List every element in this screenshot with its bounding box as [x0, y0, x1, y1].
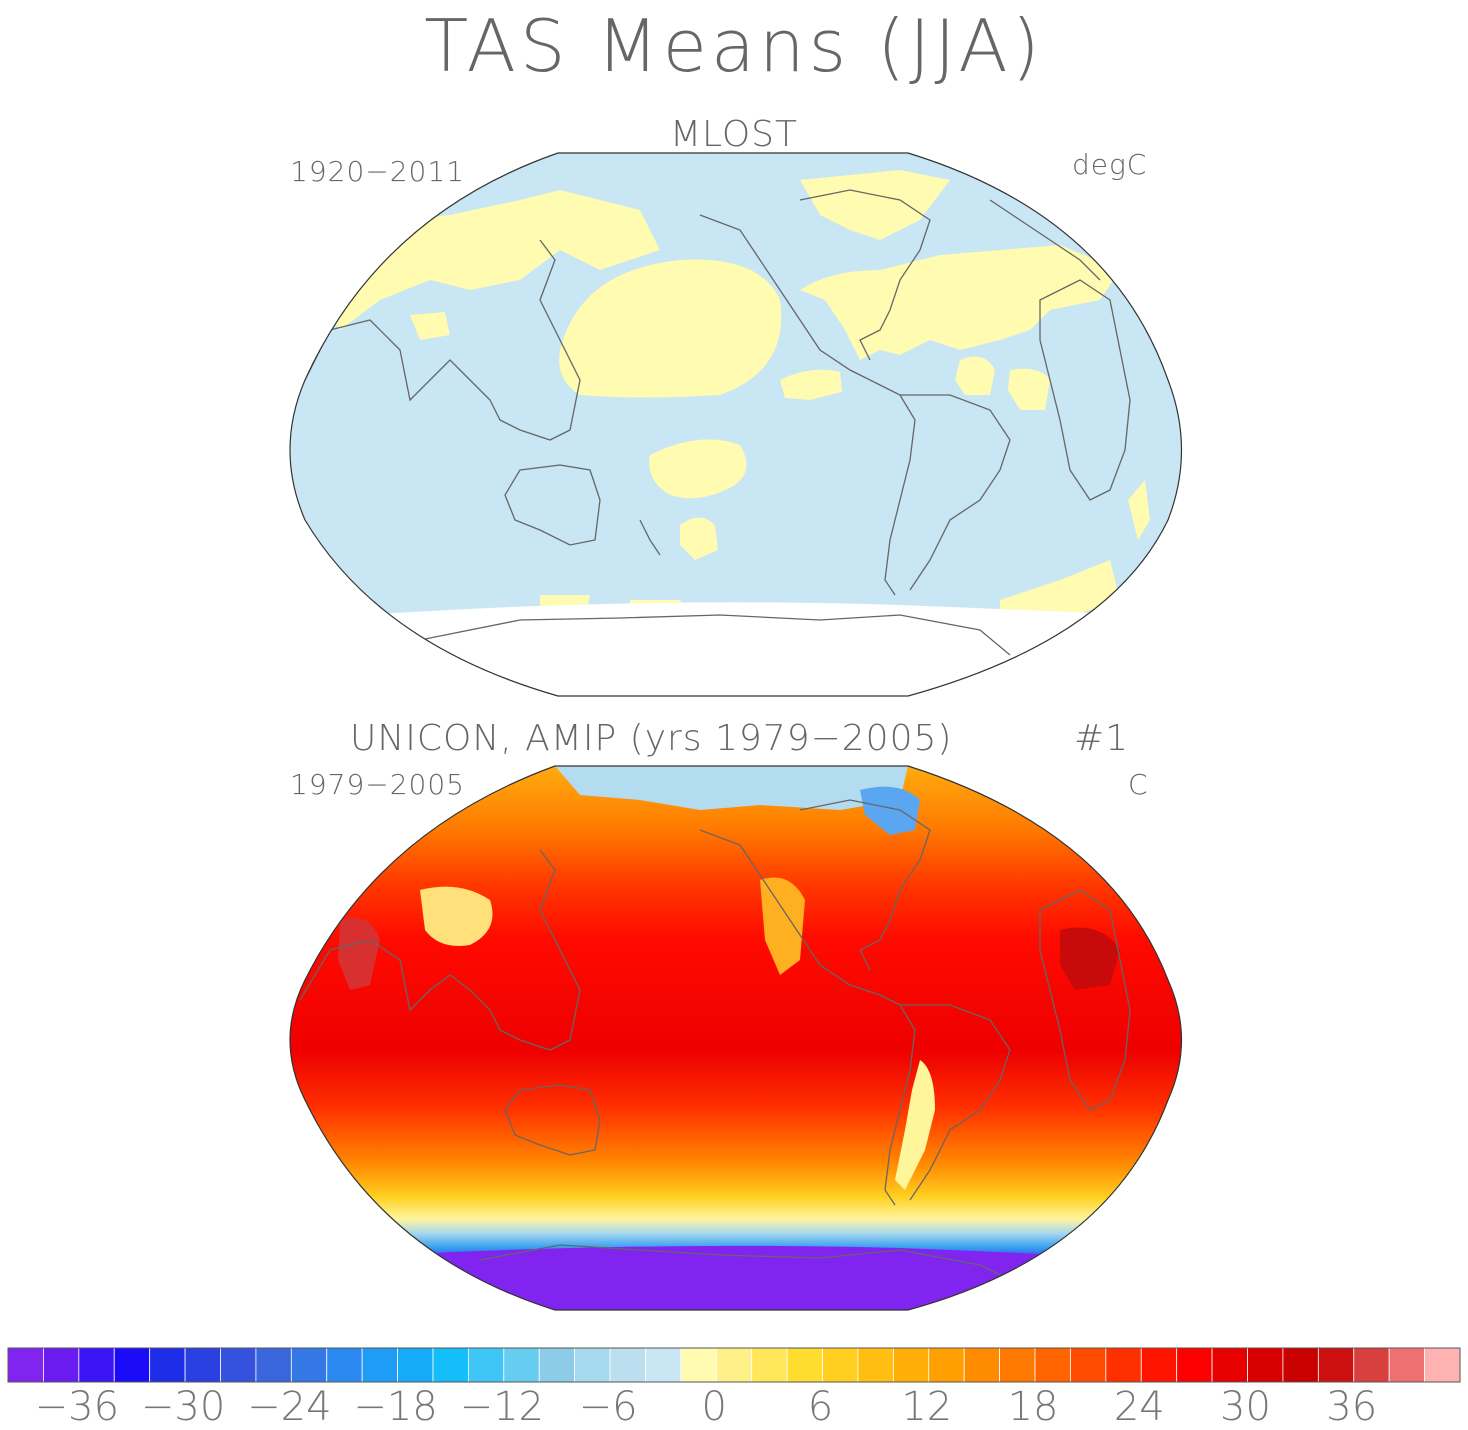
colorbar-box	[467, 1347, 505, 1383]
colorbar-tick-label: 12	[901, 1384, 953, 1430]
panel2-title: UNICON, AMIP (yrs 1979−2005)	[350, 718, 953, 759]
colorbar-box	[645, 1347, 682, 1383]
colorbar-box	[7, 1347, 44, 1383]
panel1-map	[290, 153, 1182, 696]
colorbar-box	[574, 1347, 611, 1383]
colorbar-box	[503, 1347, 540, 1383]
colorbar-box	[290, 1347, 328, 1383]
panel2-units: C	[1128, 768, 1149, 801]
arctic-ice-region	[555, 766, 908, 810]
temperature-field	[290, 766, 1182, 1310]
colorbar-box	[149, 1347, 186, 1383]
positive-regions	[320, 170, 1150, 620]
colorbar-box	[1211, 1347, 1248, 1383]
tibet-cool-region	[420, 886, 493, 946]
colorbar-box	[1140, 1347, 1178, 1383]
main-title: TAS Means (JJA)	[424, 4, 1044, 88]
colorbar	[7, 1347, 1461, 1383]
colorbar-box	[1424, 1347, 1461, 1383]
greenland-cold-region	[860, 786, 920, 835]
colorbar-tick-label: 24	[1113, 1384, 1165, 1430]
colorbar-box	[1176, 1347, 1213, 1383]
colorbar-tick-label: −24	[247, 1384, 332, 1430]
colorbar-box	[609, 1347, 646, 1383]
colorbar-box	[928, 1347, 965, 1383]
colorbar-tick-label: 30	[1220, 1384, 1271, 1430]
panel2-run-number: #1	[1074, 718, 1130, 759]
colorbar-box	[1282, 1347, 1319, 1383]
colorbar-box	[326, 1347, 363, 1383]
rockies-cool-region	[760, 877, 805, 975]
colorbar-box	[786, 1347, 823, 1383]
colorbar-box	[1317, 1347, 1355, 1383]
colorbar-tick-label: −6	[578, 1384, 638, 1430]
colorbar-box	[113, 1347, 151, 1383]
colorbar-box	[857, 1347, 894, 1383]
colorbar-box	[680, 1347, 717, 1383]
panel1-title: MLOST	[670, 114, 799, 155]
colorbar-box	[43, 1347, 80, 1383]
colorbar-box	[1388, 1347, 1425, 1383]
panel1-map-border	[289, 152, 1183, 697]
colorbar-tick-label: −36	[34, 1384, 120, 1430]
colorbar-box	[538, 1347, 576, 1383]
colorbar-tick-label: 6	[807, 1384, 834, 1430]
panel1-units: degC	[1072, 148, 1148, 181]
colorbar-box	[1105, 1347, 1142, 1383]
colorbar-tick-label: 0	[701, 1384, 728, 1430]
colorbar-frame	[7, 1347, 1461, 1383]
colorbar-tick-label: −30	[140, 1384, 226, 1430]
colorbar-tick-label: −12	[459, 1384, 545, 1430]
colorbar-box	[397, 1347, 434, 1383]
colorbar-box	[963, 1347, 1001, 1383]
colorbar-box	[255, 1347, 292, 1383]
colorbar-box	[184, 1347, 221, 1383]
colorbar-box	[432, 1347, 469, 1383]
colorbar-box	[1034, 1347, 1071, 1383]
panel2-period: 1979−2005	[290, 768, 465, 801]
colorbar-box	[1070, 1347, 1107, 1383]
colorbar-tick-label: −18	[353, 1384, 438, 1430]
colorbar-box	[999, 1347, 1036, 1383]
colorbar-box	[1247, 1347, 1284, 1383]
coastlines-panel2	[299, 799, 1131, 1281]
sahara-hot-region	[338, 917, 380, 990]
maps-canvas	[289, 152, 1183, 1311]
colorbar-box	[892, 1347, 930, 1383]
panel1-period: 1920−2011	[290, 155, 465, 188]
colorbar-tick-label: 36	[1326, 1384, 1378, 1430]
andes-cool-region	[895, 1060, 935, 1190]
colorbar-tick-label: 18	[1007, 1384, 1059, 1430]
colorbar-box	[822, 1347, 859, 1383]
colorbar-box	[220, 1347, 257, 1383]
colorbar-box	[361, 1347, 398, 1383]
antarctic-no-data	[290, 602, 1182, 696]
southwest-us-hot-region	[1060, 927, 1120, 990]
antarctic-cold-region	[290, 1245, 1182, 1310]
coastlines-panel1	[299, 189, 1131, 656]
colorbar-box	[751, 1347, 788, 1383]
colorbar-box	[1353, 1347, 1390, 1383]
colorbar-box	[715, 1347, 753, 1383]
panel2-map	[290, 766, 1182, 1310]
colorbar-box	[78, 1347, 115, 1383]
panel2-map-border	[289, 765, 1183, 1311]
